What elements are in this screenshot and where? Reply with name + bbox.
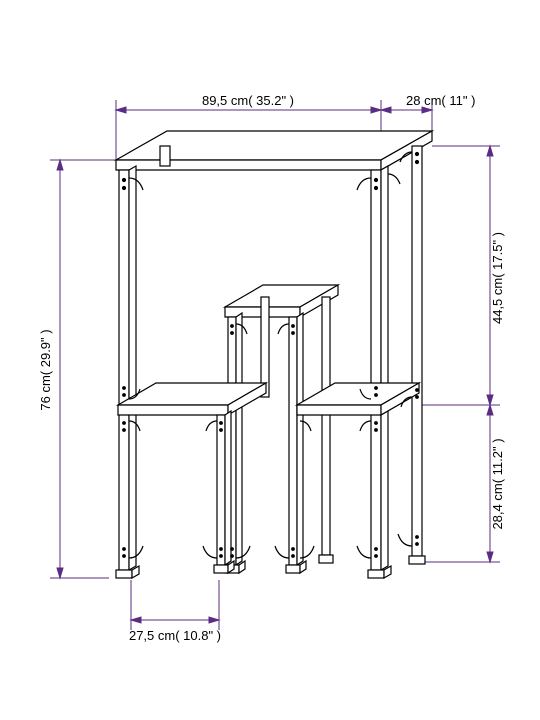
right-shelf <box>297 383 419 431</box>
table-drawing <box>116 131 432 578</box>
leg-front-right <box>368 166 391 578</box>
label-height-total: 76 cm( 29.9" ) <box>38 329 53 410</box>
dim-height-lower <box>418 405 500 562</box>
label-width-shelf: 27,5 cm( 10.8" ) <box>129 628 221 643</box>
leg-front-left <box>116 166 139 578</box>
dimensions-group <box>50 100 500 630</box>
dim-width-shelf <box>131 580 219 630</box>
label-height-lower: 28,4 cm( 11.2" ) <box>490 438 505 529</box>
dimension-drawing: 89,5 cm( 35.2" ) 28 cm( 11" ) 76 cm( 29.… <box>0 0 540 720</box>
leg-back-right <box>409 146 425 564</box>
label-height-upper: 44,5 cm( 17.5" ) <box>490 232 505 324</box>
dimension-labels: 89,5 cm( 35.2" ) 28 cm( 11" ) 76 cm( 29.… <box>38 93 505 643</box>
dim-height-total <box>50 160 116 578</box>
center-shelf <box>225 285 338 573</box>
leg-back-left <box>160 146 170 166</box>
dim-height-upper <box>418 146 500 405</box>
left-shelf <box>118 383 266 573</box>
label-depth-top: 28 cm( 11" ) <box>406 93 475 108</box>
label-width-top: 89,5 cm( 35.2" ) <box>202 93 294 108</box>
